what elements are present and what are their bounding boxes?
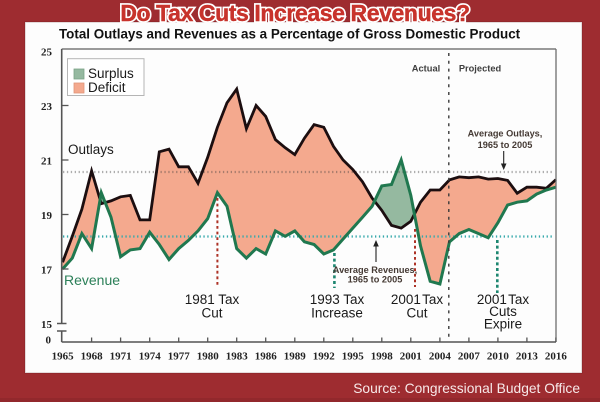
svg-text:1971: 1971 — [110, 351, 132, 363]
svg-text:1995: 1995 — [342, 351, 365, 363]
svg-text:1974: 1974 — [139, 351, 162, 363]
svg-text:1968: 1968 — [81, 351, 104, 363]
svg-text:2010: 2010 — [487, 351, 510, 363]
svg-text:19: 19 — [41, 210, 53, 222]
svg-text:Cut: Cut — [201, 306, 222, 321]
svg-text:21: 21 — [41, 156, 52, 168]
svg-text:17: 17 — [41, 265, 53, 277]
svg-text:Revenue: Revenue — [64, 272, 120, 288]
svg-text:1983: 1983 — [226, 351, 249, 363]
svg-text:1965 to 2005: 1965 to 2005 — [348, 275, 403, 285]
svg-text:2001 Tax: 2001 Tax — [477, 292, 529, 307]
svg-text:1992: 1992 — [313, 351, 336, 363]
svg-text:Cut: Cut — [406, 306, 427, 321]
svg-text:15: 15 — [41, 319, 53, 331]
svg-text:2001: 2001 — [400, 351, 422, 363]
svg-text:Average Outlays,: Average Outlays, — [468, 129, 543, 139]
svg-text:Total Outlays and Revenues as: Total Outlays and Revenues as a Percenta… — [59, 27, 521, 42]
svg-text:Cuts: Cuts — [489, 304, 517, 319]
svg-text:2016: 2016 — [545, 351, 568, 363]
svg-text:25: 25 — [41, 47, 53, 59]
svg-text:23: 23 — [41, 101, 53, 113]
svg-text:Surplus: Surplus — [88, 66, 134, 81]
svg-text:1998: 1998 — [371, 351, 394, 363]
svg-text:1993 Tax: 1993 Tax — [310, 292, 365, 307]
svg-text:1965: 1965 — [52, 351, 75, 363]
svg-text:1989: 1989 — [284, 351, 307, 363]
svg-text:Do Tax Cuts Increase Revenues?: Do Tax Cuts Increase Revenues? — [120, 0, 469, 26]
svg-text:Do Tax Cuts Increase Revenues?: Do Tax Cuts Increase Revenues? — [120, 0, 469, 26]
svg-text:Average Revenues,: Average Revenues, — [333, 265, 417, 275]
svg-text:Outlays: Outlays — [68, 142, 114, 157]
svg-text:1981 Tax: 1981 Tax — [185, 292, 240, 307]
svg-text:Increase: Increase — [311, 306, 363, 321]
svg-text:1986: 1986 — [255, 351, 278, 363]
svg-text:1980: 1980 — [197, 351, 220, 363]
svg-text:2007: 2007 — [458, 351, 481, 363]
svg-text:Deficit: Deficit — [88, 80, 126, 95]
svg-text:2001 Tax: 2001 Tax — [391, 292, 443, 307]
svg-text:1965 to 2005: 1965 to 2005 — [478, 140, 533, 150]
svg-text:2013: 2013 — [516, 351, 539, 363]
svg-text:Expire: Expire — [484, 317, 522, 332]
svg-text:Projected: Projected — [459, 64, 502, 74]
svg-text:Actual: Actual — [412, 64, 440, 74]
svg-text:0: 0 — [46, 335, 52, 347]
svg-text:1977: 1977 — [168, 351, 191, 363]
svg-text:2004: 2004 — [429, 351, 452, 363]
svg-text:Source: Congressional Budget O: Source: Congressional Budget Office — [353, 381, 580, 396]
